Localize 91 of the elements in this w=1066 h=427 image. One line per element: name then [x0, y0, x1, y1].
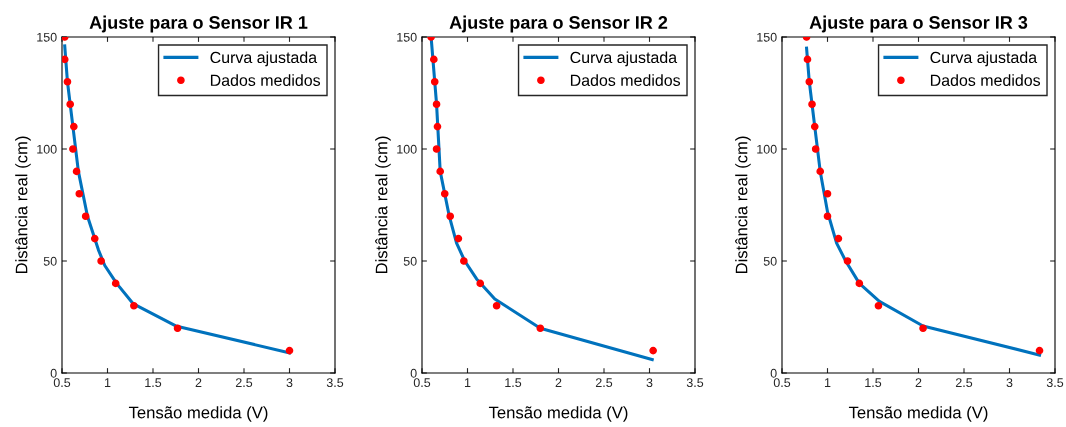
- chart-title: Ajuste para o Sensor IR 2: [449, 15, 668, 33]
- x-tick-label: 3.5: [1046, 378, 1064, 388]
- point: [805, 77, 814, 86]
- x-tick-label: 3: [286, 378, 293, 388]
- x-tick-label: 1: [824, 378, 831, 387]
- x-tick-label: 2: [195, 378, 202, 387]
- point: [63, 77, 72, 86]
- x-tick-label: 2: [555, 378, 562, 387]
- legend-label: Dados medidos: [570, 74, 681, 86]
- point: [1035, 346, 1044, 355]
- x-tick-label: 3: [1006, 378, 1013, 388]
- point: [75, 189, 84, 198]
- point: [492, 301, 501, 310]
- y-axis-title: Distância real (cm): [735, 136, 751, 274]
- point: [70, 122, 78, 131]
- x-tick-label: 3: [646, 378, 653, 388]
- point: [62, 55, 69, 64]
- legend-label: Curva ajustada: [930, 51, 1038, 67]
- y-tick-label: 0: [770, 368, 777, 378]
- x-tick-label: 2.5: [235, 378, 253, 388]
- chart-title: Ajuste para o Sensor IR 3: [809, 15, 1028, 33]
- x-axis-title: Tensão medida (V): [848, 406, 988, 422]
- legend-label: Curva ajustada: [210, 51, 318, 67]
- x-tick-label: 1.5: [865, 378, 882, 388]
- point: [436, 167, 445, 176]
- point: [874, 301, 883, 310]
- x-tick-label: 1: [464, 378, 471, 387]
- point: [430, 55, 438, 64]
- legend-label: Curva ajustada: [570, 51, 678, 67]
- point: [816, 167, 825, 176]
- point: [81, 212, 90, 221]
- x-tick-label: 0.5: [413, 378, 431, 388]
- y-tick-label: 50: [43, 256, 57, 266]
- point: [803, 55, 812, 64]
- legend-label: Dados medidos: [930, 74, 1041, 86]
- chart-title: Ajuste para o Sensor IR 1: [89, 15, 308, 33]
- point: [834, 234, 843, 243]
- x-axis-title: Tensão medida (V): [488, 406, 628, 422]
- point: [476, 279, 485, 288]
- point: [111, 279, 120, 288]
- x-tick-label: 2.5: [595, 378, 613, 388]
- point: [811, 145, 820, 153]
- point: [808, 100, 816, 109]
- point: [432, 100, 441, 109]
- x-tick-label: 0.5: [773, 378, 791, 388]
- y-tick-label: 100: [37, 144, 57, 154]
- point: [823, 212, 832, 221]
- y-tick-label: 150: [757, 32, 777, 42]
- point: [843, 257, 852, 265]
- y-tick-label: 0: [410, 368, 417, 378]
- y-tick-label: 0: [50, 368, 57, 378]
- point: [430, 77, 439, 86]
- y-tick-label: 50: [763, 256, 777, 266]
- point: [810, 122, 819, 131]
- point: [285, 346, 294, 355]
- x-tick-label: 1: [104, 378, 111, 387]
- point: [919, 324, 927, 333]
- x-tick-label: 1.5: [145, 378, 162, 388]
- point: [433, 122, 442, 131]
- x-tick-label: 2: [915, 378, 922, 387]
- point: [432, 145, 441, 153]
- point: [130, 301, 138, 310]
- x-tick-label: 1.5: [505, 378, 522, 388]
- point: [855, 279, 864, 288]
- legend-label: Dados medidos: [210, 74, 321, 86]
- point: [69, 145, 77, 153]
- x-tick-label: 2.5: [955, 378, 973, 388]
- x-axis-title: Tensão medida (V): [128, 406, 268, 422]
- point: [446, 212, 455, 221]
- point: [454, 234, 463, 243]
- y-tick-label: 50: [403, 256, 417, 266]
- point: [66, 100, 75, 109]
- x-tick-label: 3.5: [686, 378, 704, 388]
- point: [72, 167, 81, 176]
- point: [649, 346, 657, 355]
- point: [90, 234, 99, 243]
- point: [536, 324, 545, 333]
- y-tick-label: 100: [757, 144, 777, 154]
- point: [97, 257, 105, 265]
- y-axis-title: Distância real (cm): [375, 136, 391, 274]
- point: [173, 324, 182, 333]
- y-tick-label: 150: [37, 32, 57, 42]
- x-tick-label: 3.5: [326, 378, 344, 388]
- y-tick-label: 100: [397, 144, 417, 154]
- point: [823, 189, 832, 198]
- y-tick-label: 150: [397, 32, 417, 42]
- x-tick-label: 0.5: [53, 378, 71, 388]
- y-axis-title: Distância real (cm): [15, 136, 31, 274]
- point: [440, 189, 449, 198]
- line-series: [805, 46, 1042, 357]
- point: [460, 257, 468, 265]
